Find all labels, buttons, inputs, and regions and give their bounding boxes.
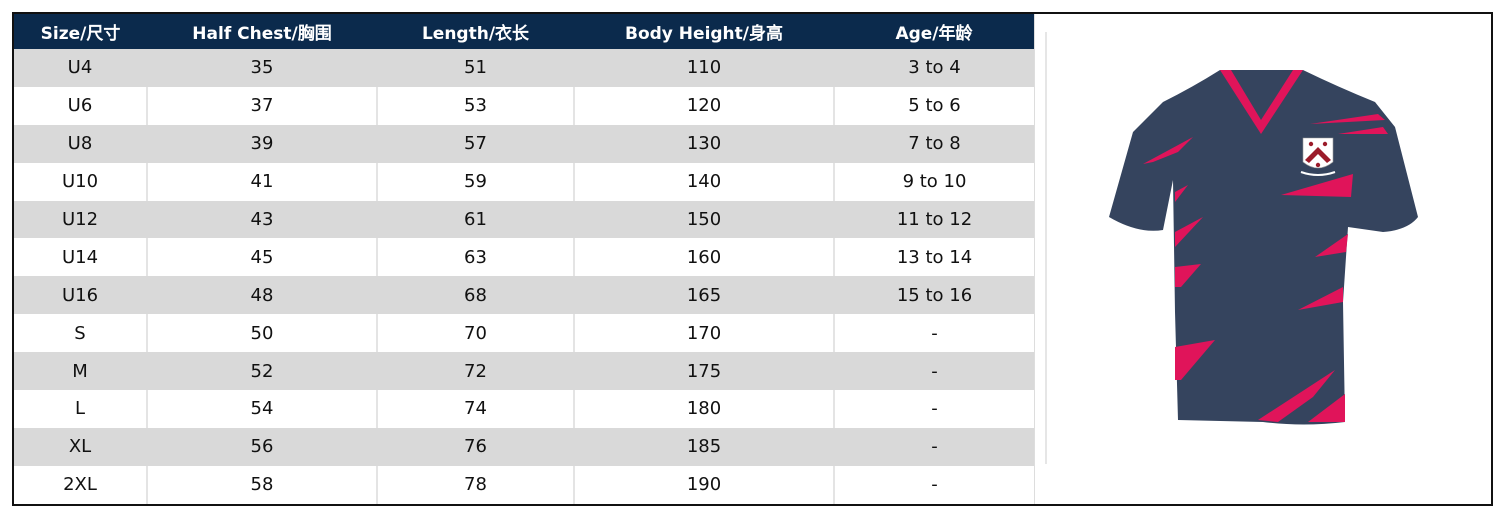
table-cell: 51 [376, 49, 574, 87]
column-header: Age/年龄 [834, 14, 1034, 49]
table-cell: 53 [376, 86, 574, 125]
table-row: S 50 70 170- [14, 314, 1034, 353]
table-cell: 63 [376, 238, 574, 277]
table-cell: U14 [61, 246, 99, 268]
table-cell: 2XL [63, 474, 97, 496]
table-cell: - [833, 427, 1034, 466]
table-cell: 120 [573, 86, 834, 125]
table-cell: 72 [376, 352, 574, 391]
table-row: U6 37 53 120 5 to 6 [14, 86, 1034, 125]
table-cell: 78 [376, 465, 574, 504]
table-cell: - [833, 390, 1034, 428]
table-cell: 11 to 12 [833, 200, 1034, 239]
table-cell: 185 [573, 427, 834, 466]
table-cell: 70 [376, 314, 574, 353]
shirt-collar [1220, 70, 1303, 134]
table-cell: U6 [67, 95, 93, 117]
table-cell: 37 [146, 86, 377, 125]
column-header: Length/衣长 [377, 14, 574, 49]
table-cell: 13 to 14 [833, 238, 1034, 277]
table-row: M 52 72 175- [14, 352, 1034, 391]
table-cell: - [833, 465, 1034, 504]
table-row: U16 48 68 165 15 to 16 [14, 276, 1034, 315]
table-cell: M [14, 352, 147, 391]
table-cell: 74 [376, 390, 574, 428]
table-cell: 110 [573, 49, 834, 87]
table-row: XL 56 76 185- [14, 427, 1034, 466]
table-row: U10 41 59 140 9 to 10 [14, 162, 1034, 201]
table-cell: 68 [376, 276, 574, 315]
table-cell: 5 to 6 [833, 86, 1034, 125]
jersey-shirt-icon [1045, 32, 1418, 464]
product-image-panel [1034, 14, 1492, 504]
table-cell: S [74, 322, 86, 344]
shirt-body [1109, 70, 1418, 425]
table-cell: 175 [573, 352, 834, 391]
table-cell: 180 [573, 390, 834, 428]
table-header-row: Size/尺寸 Half Chest/胸围 Length/衣长 Body Height… [14, 14, 1034, 49]
table-cell: 170 [573, 314, 834, 353]
table-cell: 59 [376, 162, 574, 201]
school-crest-icon [1300, 137, 1336, 176]
table-row: U12 43 61 150 11 to 12 [14, 200, 1034, 239]
column-header: Size/尺寸 [14, 14, 147, 49]
table-cell: 61 [376, 200, 574, 239]
table-cell: 76 [376, 427, 574, 466]
table-cell: 3 to 4 [833, 49, 1034, 87]
table-cell: 52 [146, 352, 377, 391]
table-cell: 7 to 8 [833, 124, 1034, 163]
table-cell: 41 [146, 162, 377, 201]
table-cell: U8 [14, 124, 147, 163]
table-cell: 160 [573, 238, 834, 277]
table-cell: U12 [14, 200, 147, 239]
table-cell: 140 [573, 162, 834, 201]
column-header: Body Height/身高 [574, 14, 834, 49]
shirt-stripes [1143, 114, 1388, 422]
table-row: L 54 74 180- [14, 390, 1034, 428]
table-cell: 48 [146, 276, 377, 315]
table-cell: 45 [146, 238, 377, 277]
table-cell: U10 [61, 171, 99, 193]
table-cell: 50 [146, 314, 377, 353]
table-cell: 150 [573, 200, 834, 239]
table-row: U4 35 51 110 3 to 4 [14, 49, 1034, 87]
table-cell: 15 to 16 [833, 276, 1034, 315]
table-cell: 54 [146, 390, 377, 428]
size-chart: Size/尺寸 Half Chest/胸围 Length/衣长 Body Height… [12, 12, 1493, 506]
table-cell: 165 [573, 276, 834, 315]
table-row: 2XL 58 78 190- [14, 465, 1034, 504]
table-cell: 35 [146, 49, 377, 87]
table-cell: L [74, 398, 86, 420]
table-row: U8 39 57 130 7 to 8 [14, 124, 1034, 163]
table-cell: 43 [146, 200, 377, 239]
table-cell: 56 [146, 427, 377, 466]
table-cell: 190 [573, 465, 834, 504]
column-header: Half Chest/胸围 [147, 14, 377, 49]
table-cell: U4 [14, 49, 147, 87]
table-cell: 130 [573, 124, 834, 163]
table-cell: - [833, 352, 1034, 391]
table-cell: 58 [146, 465, 377, 504]
table-cell: 39 [146, 124, 377, 163]
table-cell: U16 [14, 276, 147, 315]
size-table: Size/尺寸 Half Chest/胸围 Length/衣长 Body Height… [14, 14, 1034, 504]
table-cell: 9 to 10 [833, 162, 1034, 201]
table-cell: XL [14, 427, 147, 466]
table-cell: - [833, 314, 1034, 353]
table-row: U14 45 63 160 13 to 14 [14, 238, 1034, 277]
table-cell: 57 [376, 124, 574, 163]
